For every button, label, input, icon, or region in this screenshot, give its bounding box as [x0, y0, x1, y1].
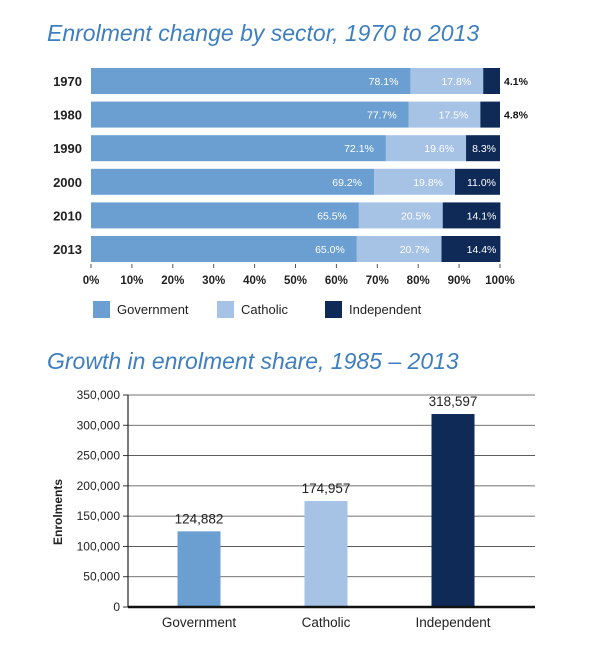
data-label: 78.1% [369, 76, 399, 88]
x-tick-label: 100% [485, 275, 514, 287]
bar-segment-catholic [374, 168, 456, 195]
bar-segment-independent [442, 202, 501, 229]
data-label: 4.1% [504, 76, 529, 88]
row-label: 2000 [53, 175, 82, 190]
x-tick-label: 90% [448, 275, 471, 287]
x-tick-label: 40% [243, 275, 266, 287]
y-tick-label: 300,000 [77, 418, 121, 432]
row-label: 1980 [53, 108, 82, 123]
data-label: 77.7% [367, 110, 397, 122]
bar-segment-catholic [385, 135, 467, 162]
x-tick-label: 10% [120, 275, 143, 287]
category-label: Government [162, 615, 237, 630]
data-label: 69.2% [332, 177, 362, 189]
bar-segment-catholic [410, 68, 484, 94]
y-tick-label: 350,000 [77, 388, 121, 402]
legend-label: Catholic [241, 302, 288, 317]
category-label: Catholic [302, 615, 351, 630]
bar-segment-independent [441, 236, 501, 262]
data-label: 19.8% [413, 177, 443, 189]
legend-label: Independent [349, 302, 422, 317]
x-tick-label: 30% [202, 275, 225, 287]
y-tick-label: 100,000 [77, 539, 121, 553]
bar-value-label: 124,882 [175, 511, 224, 526]
legend-swatch-independent [325, 301, 342, 318]
bar-segment-independent [483, 68, 500, 94]
bar-segment-government [91, 168, 375, 195]
bar-government [177, 531, 221, 607]
data-label: 14.1% [467, 210, 497, 222]
bar-segment-independent [480, 101, 500, 128]
y-tick-label: 200,000 [77, 479, 121, 493]
row-label: 1990 [53, 141, 82, 156]
data-label: 8.3% [472, 143, 496, 155]
bar-segment-government [91, 135, 386, 162]
y-axis-label: Enrolments [51, 479, 65, 545]
x-tick-label: 60% [325, 275, 348, 287]
row-label: 2013 [53, 242, 82, 257]
x-tick-label: 80% [407, 275, 430, 287]
x-tick-label: 70% [366, 275, 389, 287]
x-tick-label: 20% [161, 275, 184, 287]
y-tick-label: 250,000 [77, 449, 121, 463]
bar-segment-government [91, 101, 409, 128]
data-label: 19.6% [424, 143, 454, 155]
data-label: 17.5% [439, 110, 469, 122]
y-tick-label: 150,000 [77, 509, 121, 523]
bar-segment-catholic [356, 236, 442, 262]
data-label: 4.8% [504, 110, 529, 122]
legend-swatch-government [93, 301, 110, 318]
bar-segment-catholic [358, 202, 443, 229]
data-label: 14.4% [467, 244, 497, 256]
data-label: 20.7% [400, 244, 430, 256]
bar-segment-government [91, 202, 359, 229]
bar-segment-catholic [408, 101, 481, 128]
row-label: 2010 [53, 208, 82, 223]
data-label: 65.5% [317, 210, 347, 222]
data-label: 65.0% [315, 244, 345, 256]
data-label: 72.1% [344, 143, 374, 155]
row-label: 1970 [53, 74, 82, 89]
chart2-title: Growth in enrolment share, 1985 – 2013 [47, 348, 459, 374]
bar-segment-independent [466, 135, 500, 162]
x-tick-label: 50% [284, 275, 307, 287]
data-label: 20.5% [401, 210, 431, 222]
category-label: Independent [415, 615, 490, 630]
bar-catholic [304, 501, 348, 607]
data-label: 17.8% [441, 76, 471, 88]
y-tick-label: 0 [113, 600, 120, 614]
bar-value-label: 318,597 [429, 394, 478, 409]
chart1-title: Enrolment change by sector, 1970 to 2013 [47, 20, 480, 46]
x-tick-label: 0% [83, 275, 100, 287]
stacked-bar-chart: 1970 78.1% 17.8% 4.1% 1980 77.7% 17.5% 4.8% 1990… [53, 68, 529, 318]
bar-value-label: 174,957 [302, 481, 351, 496]
data-label: 11.0% [467, 177, 496, 189]
bar-segment-independent [455, 168, 500, 195]
legend-label: Government [117, 302, 189, 317]
bar-independent [431, 414, 475, 607]
bar-segment-government [91, 236, 357, 262]
y-tick-label: 50,000 [83, 570, 120, 584]
bar-segment-government [91, 68, 411, 94]
legend-swatch-catholic [217, 301, 234, 318]
